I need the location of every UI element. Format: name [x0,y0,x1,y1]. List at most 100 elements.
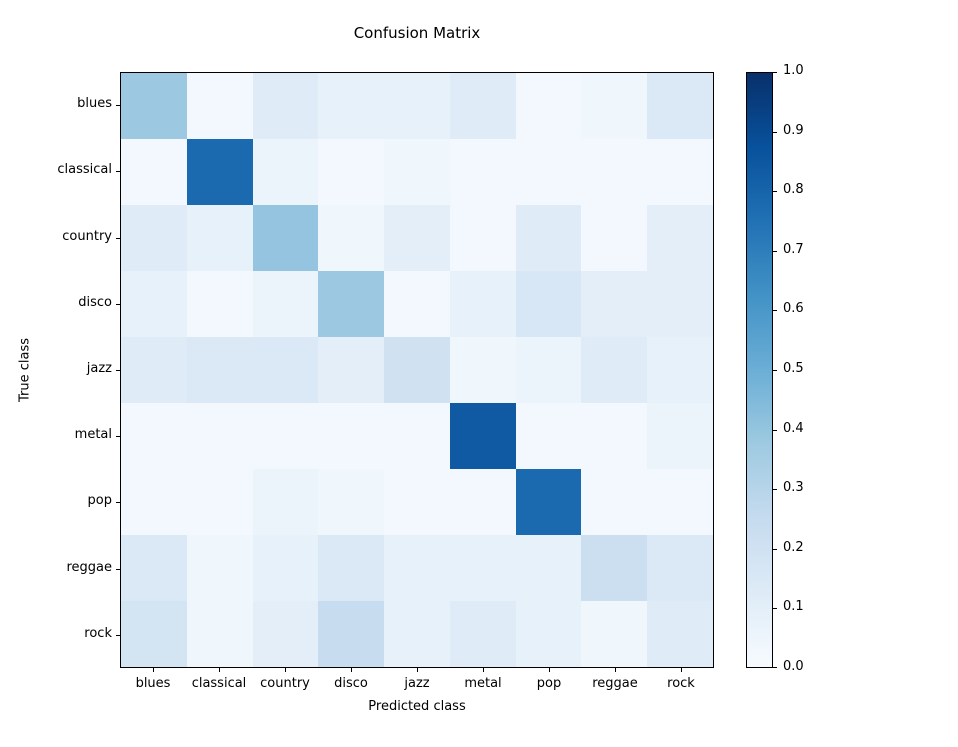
heatmap-cell [449,205,516,271]
colorbar-tick-mark [773,72,777,73]
heatmap-cell [647,337,713,403]
heatmap-cell [318,535,385,601]
heatmap-cell [318,271,385,337]
heatmap-cell [581,403,648,469]
heatmap-plot-area [120,72,714,668]
heatmap-cell [384,337,450,403]
colorbar-tick-label: 0.0 [783,659,804,674]
colorbar-tick-label: 0.7 [783,241,804,257]
heatmap-cell [186,139,253,205]
heatmap-cell [647,535,713,601]
heatmap-cell [186,337,253,403]
colorbar-tick-label: 1.0 [783,63,804,78]
heatmap-cell [121,469,187,535]
heatmap-cell [581,601,648,667]
heatmap-cell [647,139,713,205]
x-tick-label: classical [191,676,247,691]
y-tick-label: jazz [86,361,112,376]
heatmap-cell [647,469,713,535]
heatmap-cell [647,601,713,667]
heatmap-cell [384,205,450,271]
heatmap-cell [449,139,516,205]
colorbar-tick-label: 0.4 [783,420,804,436]
heatmap-cell [252,73,319,139]
heatmap-cell [515,469,582,535]
x-tick-label: pop [536,676,562,691]
x-tick-mark [549,668,550,672]
heatmap-cell [252,139,319,205]
heatmap-cell [121,271,187,337]
colorbar-tick-mark [773,548,777,550]
heatmap-cell [384,469,450,535]
y-tick-label: disco [78,294,112,310]
x-tick-label: jazz [404,676,430,691]
x-tick-mark [615,668,616,672]
heatmap-cell [384,271,450,337]
heatmap-cell [647,403,713,469]
chart-title: Confusion Matrix [353,24,481,42]
heatmap-cell [515,403,582,469]
heatmap-cell [121,337,187,403]
heatmap-cell [384,535,450,601]
heatmap-cell [449,271,516,337]
y-tick-mark [116,171,120,173]
heatmap-cell [252,469,319,535]
x-tick-mark [417,668,418,672]
heatmap-cell [581,337,648,403]
y-tick-label: pop [87,493,112,509]
colorbar-tick-label: 0.5 [783,361,804,376]
heatmap-cell [252,535,319,601]
x-tick-mark [351,668,352,672]
heatmap-cell [186,403,253,469]
x-tick-mark [153,668,154,672]
heatmap-cell [318,73,385,139]
y-tick-mark [116,634,120,636]
y-tick-label: blues [77,96,112,112]
heatmap-cell [647,205,713,271]
x-tick-label: country [260,676,310,691]
heatmap-cell [449,601,516,667]
heatmap-cell [186,271,253,337]
heatmap-cell [515,337,582,403]
colorbar-tick-mark [773,131,777,133]
heatmap-cell [515,139,582,205]
heatmap-cell [449,337,516,403]
heatmap-cell [121,535,187,601]
heatmap-cell [318,139,385,205]
colorbar-tick-label: 0.2 [783,539,804,555]
heatmap-cell [252,403,319,469]
y-tick-mark [116,237,120,239]
heatmap-cell [121,73,187,139]
heatmap-cell [515,535,582,601]
heatmap-cell [318,601,385,667]
x-tick-mark [483,668,484,672]
colorbar-tick-mark [773,489,777,491]
heatmap-cell [318,469,385,535]
heatmap-cell [384,73,450,139]
heatmap-cell [186,469,253,535]
heatmap-cell [581,271,648,337]
heatmap-cell [384,403,450,469]
heatmap-cell [252,271,319,337]
heatmap-cell [515,271,582,337]
y-tick-label: country [62,228,112,244]
x-tick-mark [219,668,220,672]
heatmap-cell [581,469,648,535]
heatmap-cell [581,535,648,601]
heatmap-cell [581,205,648,271]
y-tick-label: rock [84,625,112,641]
colorbar-tick-label: 0.8 [783,182,804,198]
colorbar-tick-label: 0.1 [783,599,804,615]
heatmap-cell [252,601,319,667]
x-axis-label: Predicted class [368,699,466,714]
y-tick-label: metal [74,427,112,443]
heatmap-cell [121,139,187,205]
heatmap-cell [186,205,253,271]
y-tick-mark [116,502,120,504]
colorbar-tick-mark [773,250,777,252]
colorbar-tick-mark [773,191,777,193]
heatmap-cell [121,601,187,667]
heatmap-cell [252,337,319,403]
heatmap-cell [186,535,253,601]
